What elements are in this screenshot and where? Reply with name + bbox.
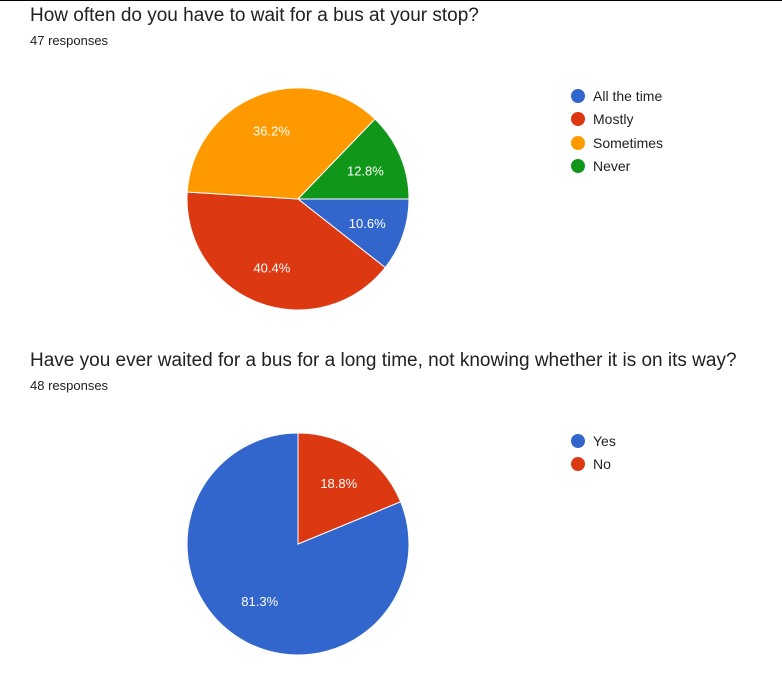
legend-swatch-icon	[571, 135, 585, 150]
pie-slice-never[interactable]	[296, 118, 410, 200]
legend-item-mostly[interactable]: Mostly	[571, 108, 663, 132]
legend-label: Mostly	[593, 111, 634, 128]
question-2-response-count: 48 responses	[30, 378, 109, 393]
legend-item-yes[interactable]: Yes	[571, 429, 616, 453]
legend-label: Sometimes	[593, 134, 664, 151]
pie-slice-label-all-the-time: 10.6%	[349, 216, 386, 231]
pie-chart-2-legend: Yes No	[571, 429, 616, 476]
pie-slice-mostly[interactable]	[186, 191, 386, 311]
page-frame: How often do you have to wait for a bus …	[0, 0, 782, 656]
legend-swatch-icon	[571, 112, 585, 127]
pie-slice-label-mostly: 40.4%	[253, 260, 290, 275]
legend-label: All the time	[593, 87, 663, 104]
pie-chart-1-legend: All the time Mostly Sometimes Never	[571, 84, 663, 178]
question-2-title: Have you ever waited for a bus for a lon…	[30, 350, 737, 371]
pie-slice-all-the-time[interactable]	[296, 198, 410, 269]
pie-slice-label-never: 12.8%	[347, 163, 384, 178]
legend-item-no[interactable]: No	[571, 453, 616, 477]
legend-item-all-the-time[interactable]: All the time	[571, 84, 663, 108]
pie-slice-label-yes: 81.3%	[241, 594, 278, 609]
legend-label: No	[593, 456, 611, 473]
pie-slice-label-no: 18.8%	[320, 476, 357, 491]
question-1-response-count: 47 responses	[30, 33, 109, 48]
question-1-title: How often do you have to wait for a bus …	[30, 5, 479, 26]
legend-item-sometimes[interactable]: Sometimes	[571, 131, 663, 155]
pie-slice-no[interactable]	[297, 432, 402, 545]
legend-item-never[interactable]: Never	[571, 155, 663, 179]
legend-swatch-icon	[571, 433, 585, 448]
pie-slice-sometimes[interactable]	[186, 87, 376, 200]
pie-chart-2: 81.3% 18.8%	[186, 432, 410, 656]
legend-label: Yes	[593, 432, 616, 449]
legend-swatch-icon	[571, 159, 585, 174]
legend-swatch-icon	[571, 457, 585, 472]
legend-label: Never	[593, 158, 631, 175]
pie-slice-label-sometimes: 36.2%	[253, 124, 290, 139]
legend-swatch-icon	[571, 88, 585, 103]
pie-chart-1: 10.6% 40.4% 36.2% 12.8%	[186, 87, 410, 311]
